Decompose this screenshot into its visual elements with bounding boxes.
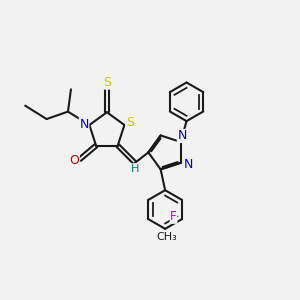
Text: F: F	[170, 210, 177, 223]
Text: S: S	[126, 116, 134, 129]
Text: O: O	[69, 154, 79, 167]
Text: N: N	[184, 158, 194, 171]
Text: S: S	[103, 76, 112, 89]
Text: N: N	[177, 130, 187, 142]
Text: CH₃: CH₃	[156, 232, 177, 242]
Text: H: H	[131, 164, 140, 174]
Text: N: N	[79, 118, 89, 131]
